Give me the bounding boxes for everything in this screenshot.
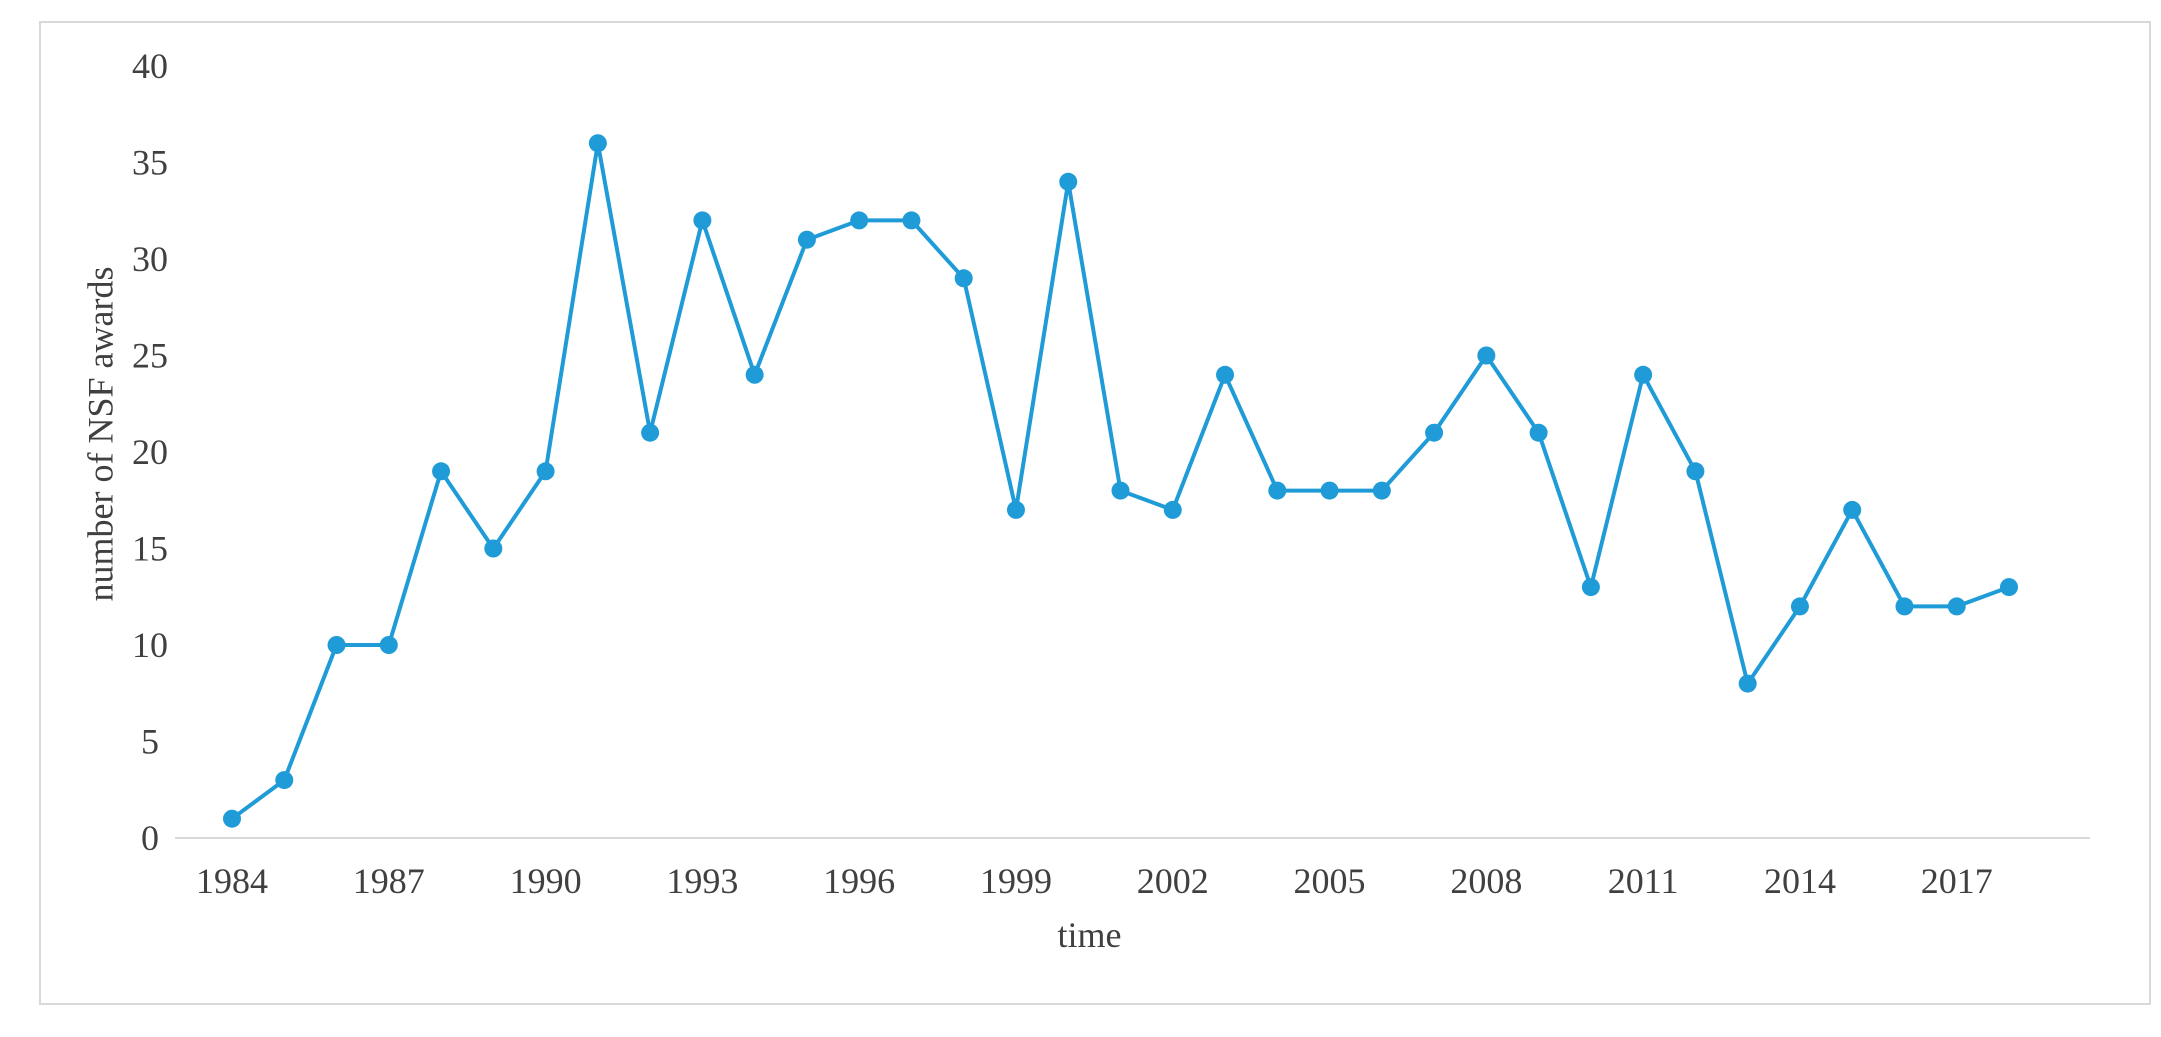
x-tick-label: 1987 <box>353 861 425 901</box>
data-point <box>1738 674 1757 693</box>
y-tick-label: 25 <box>132 336 168 376</box>
data-point <box>2000 578 2018 597</box>
data-point <box>432 462 451 481</box>
y-tick-label: 0 <box>141 818 159 858</box>
data-point <box>379 636 398 654</box>
x-tick-labels: 1984 1987 1990 1993 1996 1999 2002 2005 2008 2011… <box>196 861 1993 901</box>
data-point <box>1111 481 1130 500</box>
data-point <box>693 211 712 230</box>
x-tick-label: 2011 <box>1608 861 1679 901</box>
y-tick-label: 5 <box>141 722 159 762</box>
data-point <box>954 269 973 288</box>
data-point <box>1059 172 1078 191</box>
y-tick-label: 10 <box>132 625 168 665</box>
x-tick-label: 1996 <box>823 861 895 901</box>
data-point <box>1006 500 1025 519</box>
data-point <box>641 423 660 442</box>
x-tick-label: 1993 <box>666 861 738 901</box>
data-point <box>536 462 555 481</box>
data-point <box>1529 423 1548 442</box>
y-tick-label: 30 <box>132 239 168 279</box>
x-tick-label: 2008 <box>1450 861 1522 901</box>
x-tick-label: 2017 <box>1921 861 1993 901</box>
data-point <box>850 211 869 230</box>
y-tick-labels: 0 5 10 15 20 25 30 35 40 <box>132 46 168 858</box>
data-point <box>588 134 607 153</box>
data-point <box>1686 462 1705 481</box>
data-point <box>223 809 241 828</box>
x-tick-label: 2002 <box>1137 861 1209 901</box>
x-axis-title: time <box>1058 915 1122 955</box>
data-point <box>797 230 816 249</box>
x-tick-label: 1999 <box>980 861 1052 901</box>
data-point <box>1790 597 1809 616</box>
data-point <box>275 771 294 790</box>
chart-area-border <box>39 21 2151 1005</box>
y-axis-title: number of NSF awards <box>80 267 120 602</box>
data-point <box>1320 481 1339 500</box>
data-point <box>1581 578 1600 597</box>
data-point <box>745 365 764 384</box>
y-tick-label: 35 <box>132 143 168 183</box>
data-point <box>1843 500 1862 519</box>
data-point <box>1477 346 1496 365</box>
data-point <box>1163 500 1182 519</box>
data-point <box>327 636 346 654</box>
y-tick-label: 40 <box>132 46 168 86</box>
x-tick-label: 2014 <box>1764 861 1836 901</box>
data-point <box>1425 423 1444 442</box>
data-point <box>1947 597 1966 616</box>
x-tick-label: 1984 <box>196 861 268 901</box>
series-layer <box>223 134 2018 828</box>
data-point <box>1895 597 1914 616</box>
data-point <box>1634 365 1653 384</box>
data-point <box>902 211 921 230</box>
data-point <box>1216 365 1235 384</box>
y-tick-label: 15 <box>132 529 168 569</box>
y-tick-label: 20 <box>132 432 168 472</box>
x-tick-label: 1990 <box>510 861 582 901</box>
data-point <box>484 539 503 558</box>
data-point <box>1372 481 1391 500</box>
x-tick-label: 2005 <box>1294 861 1366 901</box>
data-point <box>1268 481 1287 500</box>
